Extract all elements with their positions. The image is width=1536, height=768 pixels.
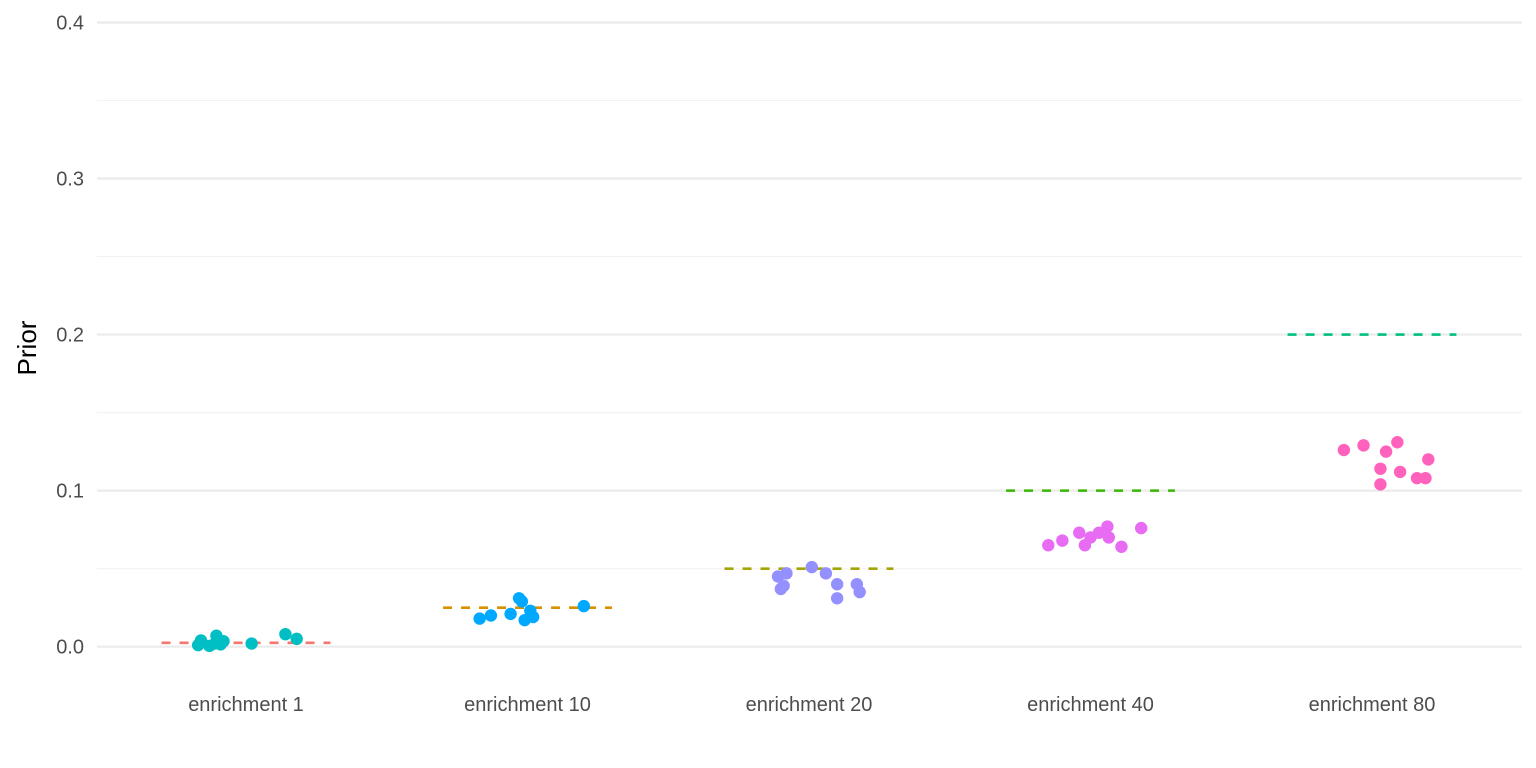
y-tick-label-1: 0.1 xyxy=(56,481,84,503)
y-tick-label-3: 0.3 xyxy=(56,169,84,191)
reference-lines xyxy=(161,333,1457,645)
point-0-9 xyxy=(279,627,292,641)
point-2-7 xyxy=(830,578,844,591)
y-tick-label-0: 0.0 xyxy=(56,637,84,659)
y-axis-ticks: 0.0 0.1 0.2 0.3 0.4 xyxy=(56,12,84,658)
point-0-10 xyxy=(290,632,303,646)
point-1-4 xyxy=(515,595,529,608)
point-3-8 xyxy=(1115,540,1128,553)
x-tick-label-1: enrichment 10 xyxy=(464,694,591,716)
point-4-1 xyxy=(1357,439,1370,452)
point-2-5 xyxy=(819,567,833,580)
point-2-6 xyxy=(830,592,844,605)
point-1-8 xyxy=(577,599,590,613)
point-4-5 xyxy=(1391,436,1404,449)
x-axis-ticks: enrichment 1 enrichment 10 enrichment 20 en… xyxy=(188,694,1435,716)
point-4-8 xyxy=(1419,471,1432,485)
point-1-1 xyxy=(484,609,498,622)
y-axis-title: Prior xyxy=(12,320,42,375)
point-4-0 xyxy=(1337,443,1351,457)
point-4-6 xyxy=(1393,465,1407,479)
point-3-9 xyxy=(1134,521,1148,535)
point-4-2 xyxy=(1374,462,1387,475)
point-1-0 xyxy=(473,612,486,625)
point-4-4 xyxy=(1379,445,1393,458)
point-3-6 xyxy=(1101,520,1114,533)
grid-layer xyxy=(97,21,1522,648)
data-points xyxy=(191,436,1435,653)
y-tick-label-4: 0.4 xyxy=(56,12,84,34)
point-3-0 xyxy=(1042,539,1055,552)
point-4-9 xyxy=(1422,453,1435,466)
point-0-8 xyxy=(245,637,258,650)
x-tick-label-2: enrichment 20 xyxy=(746,694,873,716)
point-4-3 xyxy=(1374,478,1387,491)
point-1-2 xyxy=(504,607,517,621)
point-3-1 xyxy=(1056,534,1069,547)
x-tick-label-0: enrichment 1 xyxy=(188,694,304,716)
point-3-7 xyxy=(1102,531,1115,544)
point-1-7 xyxy=(526,610,540,624)
x-tick-label-3: enrichment 40 xyxy=(1027,694,1154,716)
point-2-3 xyxy=(780,567,793,580)
y-tick-label-2: 0.2 xyxy=(56,325,84,347)
point-2-2 xyxy=(777,579,790,593)
x-tick-label-4: enrichment 80 xyxy=(1309,694,1436,716)
point-2-4 xyxy=(805,560,819,574)
point-0-7 xyxy=(217,635,230,648)
point-3-2 xyxy=(1073,526,1086,539)
point-2-9 xyxy=(853,585,866,599)
